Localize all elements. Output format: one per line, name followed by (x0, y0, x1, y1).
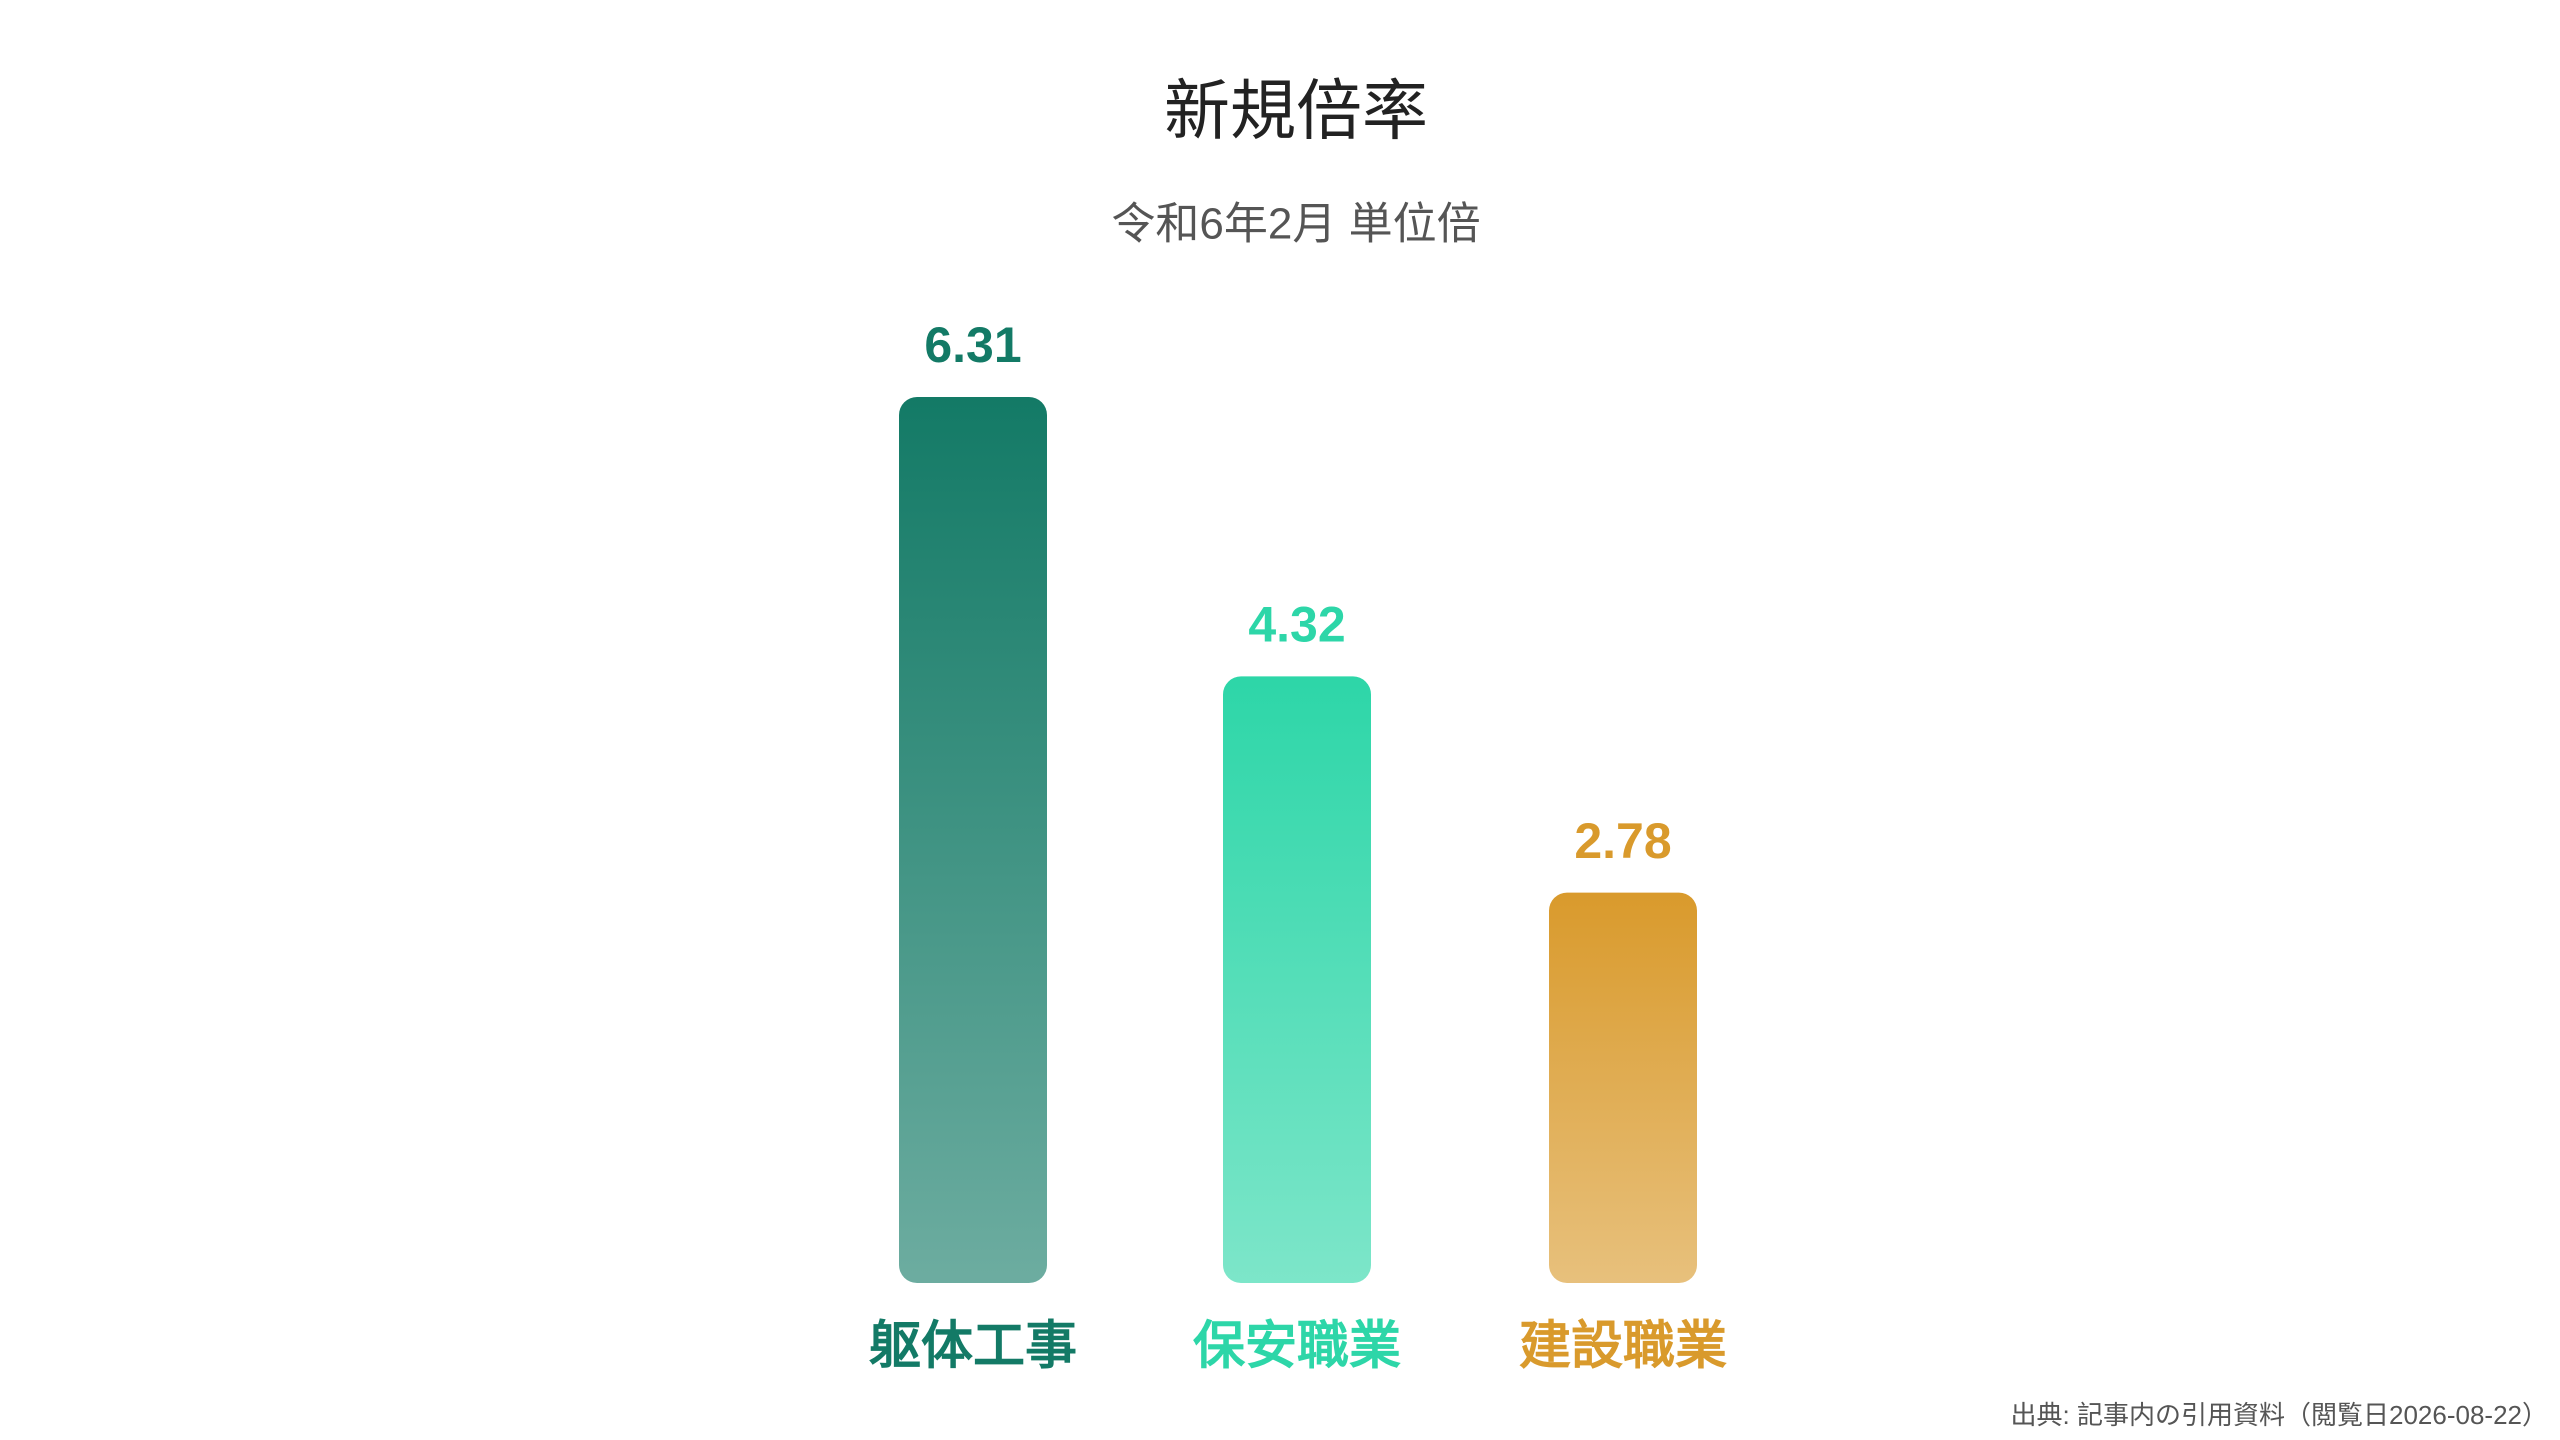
x-tick-label: 保安職業 (1193, 1318, 1401, 1376)
chart-title: 新規倍率 (1164, 73, 1428, 147)
value-label: 2.78 (1574, 813, 1671, 869)
bar (899, 397, 1047, 1283)
value-label: 4.32 (1248, 597, 1345, 653)
source-note: 出典: 記事内の引用資料（閲覧日2026-08-22） (2011, 1400, 2548, 1430)
chart-subtitle: 令和6年2月 単位倍 (1111, 200, 1480, 249)
value-label: 6.31 (924, 317, 1021, 373)
bar (1223, 676, 1371, 1283)
x-tick-label: 建設職業 (1519, 1318, 1727, 1376)
x-tick-label: 躯体工事 (869, 1318, 1077, 1376)
bar (1549, 892, 1697, 1283)
